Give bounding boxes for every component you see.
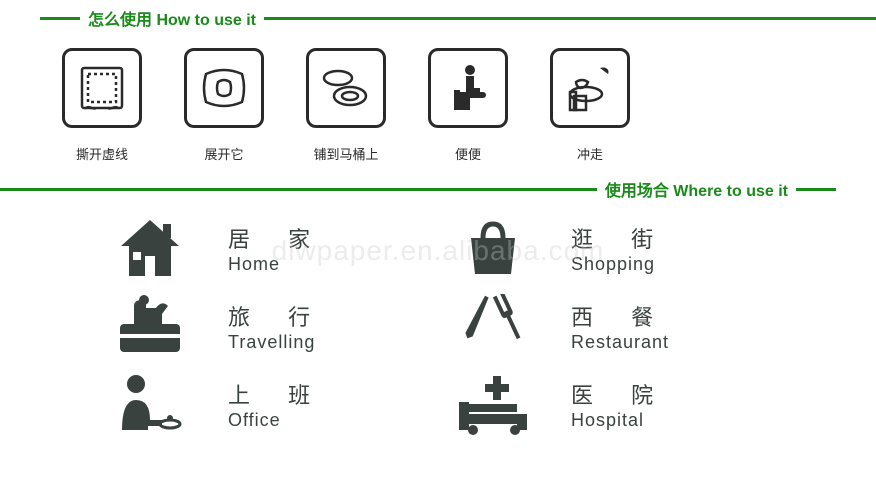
step-place: 铺到马桶上 <box>306 48 386 163</box>
where-to-use-section: 使用场合 Where to use it 居 家 Home 逛 街 Shoppi… <box>0 177 876 439</box>
where-item-home: 居 家 Home <box>110 213 413 283</box>
office-icon <box>110 369 190 439</box>
step-label: 铺到马桶上 <box>313 144 378 163</box>
where-cn: 西 餐 <box>571 300 669 332</box>
where-cn: 上 班 <box>228 378 326 410</box>
where-en: Shopping <box>571 254 669 275</box>
where-item-shopping: 逛 街 Shopping <box>453 213 756 283</box>
flush-icon <box>550 48 630 128</box>
step-flush: 冲走 <box>550 48 630 163</box>
where-item-office: 上 班 Office <box>110 369 413 439</box>
step-label: 展开它 <box>204 144 243 163</box>
restaurant-icon <box>453 291 533 361</box>
where-cn: 居 家 <box>228 222 326 254</box>
where-cn: 旅 行 <box>228 300 326 332</box>
how-to-use-section: 怎么使用 How to use it 撕开虚线 展开它 铺到马桶上 便便 <box>0 0 876 163</box>
where-en: Restaurant <box>571 332 669 353</box>
where-en: Hospital <box>571 410 669 431</box>
how-header: 怎么使用 How to use it <box>40 6 876 30</box>
where-grid: 居 家 Home 逛 街 Shopping 旅 行 Travelling <box>0 201 876 439</box>
where-header: 使用场合 Where to use it <box>0 177 836 201</box>
step-unfold: 展开它 <box>184 48 264 163</box>
hospital-icon <box>453 369 533 439</box>
where-title: 使用场合 Where to use it <box>605 177 788 201</box>
unfold-icon <box>184 48 264 128</box>
header-line-left <box>0 188 597 191</box>
home-icon <box>110 213 190 283</box>
travelling-icon <box>110 291 190 361</box>
where-item-hospital: 医 院 Hospital <box>453 369 756 439</box>
step-label: 撕开虚线 <box>76 144 128 163</box>
step-tear: 撕开虚线 <box>62 48 142 163</box>
where-text: 旅 行 Travelling <box>228 300 326 353</box>
where-item-restaurant: 西 餐 Restaurant <box>453 291 756 361</box>
where-text: 居 家 Home <box>228 222 326 275</box>
place-icon <box>306 48 386 128</box>
where-text: 逛 街 Shopping <box>571 222 669 275</box>
step-label: 冲走 <box>577 144 603 163</box>
where-text: 医 院 Hospital <box>571 378 669 431</box>
how-title: 怎么使用 How to use it <box>88 6 256 30</box>
step-label: 便便 <box>455 144 481 163</box>
where-cn: 医 院 <box>571 378 669 410</box>
where-text: 上 班 Office <box>228 378 326 431</box>
header-line-right <box>796 188 836 191</box>
where-en: Office <box>228 410 326 431</box>
where-text: 西 餐 Restaurant <box>571 300 669 353</box>
where-cn: 逛 街 <box>571 222 669 254</box>
how-steps-row: 撕开虚线 展开它 铺到马桶上 便便 冲走 <box>0 30 876 163</box>
header-line-right <box>264 17 876 20</box>
where-en: Travelling <box>228 332 326 353</box>
where-en: Home <box>228 254 326 275</box>
step-sit: 便便 <box>428 48 508 163</box>
header-line-left <box>40 17 80 20</box>
tear-icon <box>62 48 142 128</box>
shopping-icon <box>453 213 533 283</box>
sit-icon <box>428 48 508 128</box>
where-item-travelling: 旅 行 Travelling <box>110 291 413 361</box>
